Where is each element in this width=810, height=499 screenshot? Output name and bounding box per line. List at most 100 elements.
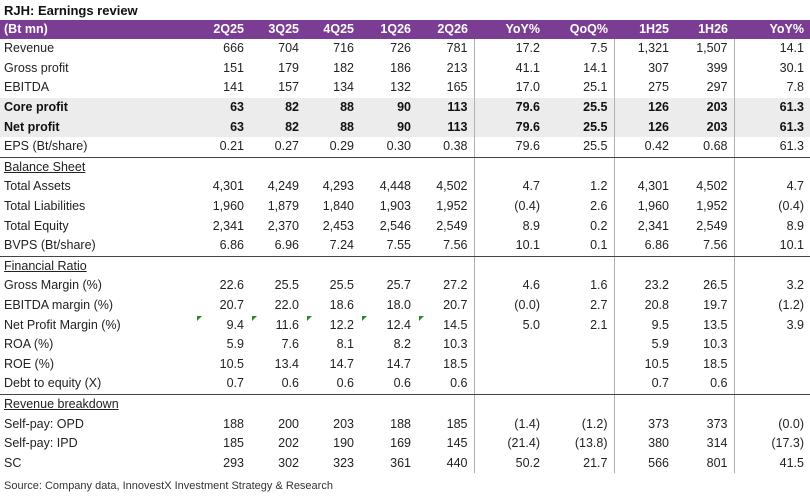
cell-value: 88 [305,117,360,137]
cell-value: 0.27 [250,136,305,158]
comment-marker-icon [362,316,367,322]
cell-value: 186 [390,60,411,75]
cell-value: 157 [278,80,299,95]
cell-value: 10.1 [473,235,546,257]
cell-value: 801 [706,455,728,470]
cell-value: 169 [390,436,411,451]
cell-value [733,394,810,415]
cell-value: 90 [360,97,417,118]
cell-value: 2,341 [212,218,244,233]
cell-value: 50.2 [473,453,546,474]
cell-value [546,157,614,177]
table-row: Total Assets 4,301 4,249 4,293 4,448 4,502 4.7… [0,177,810,197]
cell-value: 1,903 [379,199,411,214]
cell-value: 4,502 [436,179,468,194]
cell-value [733,354,810,375]
cell-value [473,374,546,395]
cell-value: 704 [278,41,299,56]
cell-value: 1,321 [613,39,675,59]
cell-value: 2.6 [590,199,608,214]
section-label: Revenue breakdown [4,396,119,411]
cell-value: 1,952 [436,199,468,214]
cell-value: 3.9 [733,315,810,335]
header-unit: (Bt mn) [0,20,195,39]
cell-value: (0.0) [473,295,546,316]
cell-value: 79.6 [473,117,546,137]
cell-value: (13.8) [574,436,608,451]
table-row: Gross profit 151 179 182 186 213 41.1 14.1 307 39… [0,58,810,79]
cell-value [195,256,250,276]
cell-value: 63 [195,97,250,118]
cell-value: 126 [613,117,675,137]
cell-value [546,335,614,355]
table-title: RJH: Earnings review [4,3,138,18]
earnings-table: (Bt mn) 2Q25 3Q25 4Q25 1Q26 2Q26 YoY% QoQ% 1H25 1… [0,20,810,474]
column-header: 2Q26 [417,20,474,39]
table-row: Revenue 666 704 716 726 781 17.2 7.5 1,321 1,507 1… [0,39,810,59]
comment-marker-icon [419,316,424,322]
cell-value: 203 [675,117,734,137]
cell-value: 17.0 [473,78,546,98]
table-row: Net profit 63 82 88 90 113 79.6 25.5 126 203 61.3 [0,117,810,137]
column-header: 4Q25 [305,20,360,39]
cell-value: 7.56 [417,235,474,257]
cell-value [360,394,417,414]
cell-value: 4,293 [322,179,354,194]
cell-value: 6.86 [613,235,675,257]
row-label: Revenue [4,41,55,56]
row-label: ROE (%) [4,356,54,371]
cell-value [195,394,250,414]
cell-value [250,157,305,177]
cell-value: 179 [278,60,299,75]
cell-value: 2,370 [267,218,299,233]
cell-value: 0.6 [250,374,305,395]
cell-value: 0.6 [417,374,474,395]
cell-value: 7.24 [305,235,360,257]
row-label: SC [4,455,22,470]
row-label: Debt to equity (X) [0,374,195,395]
cell-value: 4,301 [212,179,244,194]
cell-value: 10.1 [733,235,810,257]
cell-value: 566 [613,453,675,474]
cell-value: 190 [333,436,354,451]
cell-value: 1,960 [613,196,675,217]
cell-value: 88 [305,97,360,118]
cell-value: 10.3 [703,337,728,352]
cell-value: 1,507 [696,41,728,56]
cell-value: 182 [333,60,354,75]
cell-value [250,394,305,414]
cell-value: 25.5 [546,136,614,158]
cell-value: 18.5 [443,356,468,371]
row-label: BVPS (Bt/share) [0,235,195,257]
cell-value [473,157,546,178]
cell-value: 0.7 [613,374,675,395]
cell-value: 25.7 [386,278,411,293]
cell-value: 1,879 [267,199,299,214]
cell-value: 18.6 [329,298,354,313]
cell-value: 23.2 [613,276,675,296]
table-row: Self-pay: IPD 185 202 190 169 145 (21.4) (13.8)… [0,433,810,454]
row-label: Net Profit Margin (%) [4,317,121,332]
cell-value: 82 [250,117,305,137]
cell-value: 380 [613,433,675,454]
cell-value: 41.1 [473,58,546,79]
column-header: 2Q25 [195,20,250,39]
cell-value: 113 [417,117,474,137]
table-row: Total Equity 2,341 2,370 2,453 2,546 2,549 8.9… [0,216,810,236]
header-row: (Bt mn) 2Q25 3Q25 4Q25 1Q26 2Q26 YoY% QoQ% 1H25 1… [0,20,810,39]
cell-value: 0.38 [417,136,474,158]
column-header: 3Q25 [250,20,305,39]
cell-value: (0.4) [733,196,810,217]
cell-value: 26.5 [703,278,728,293]
cell-value: 141 [223,80,244,95]
cell-value: 0.29 [305,136,360,158]
cell-value: 314 [706,436,728,451]
table-row: EBITDA 141 157 134 132 165 17.0 25.1 275 297 7.8 [0,78,810,98]
cell-value: 1.2 [590,179,608,194]
cell-value: 302 [278,455,299,470]
cell-value: 781 [446,41,468,56]
cell-value: 20.7 [219,298,244,313]
cell-value: 399 [706,60,728,75]
cell-value: 716 [333,41,354,56]
cell-value: 2.1 [590,317,608,332]
